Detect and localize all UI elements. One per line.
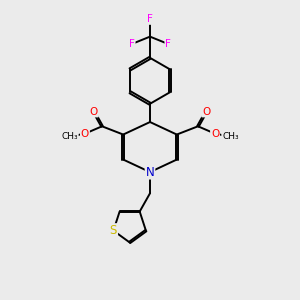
Text: CH₃: CH₃ <box>222 132 239 141</box>
Text: F: F <box>165 39 171 49</box>
Text: O: O <box>202 106 210 117</box>
Text: CH₃: CH₃ <box>61 132 78 141</box>
Text: S: S <box>110 224 117 237</box>
Text: N: N <box>146 166 154 178</box>
Text: F: F <box>129 39 135 49</box>
Text: O: O <box>90 106 98 117</box>
Text: O: O <box>81 129 89 139</box>
Text: O: O <box>211 129 219 139</box>
Text: F: F <box>147 14 153 24</box>
